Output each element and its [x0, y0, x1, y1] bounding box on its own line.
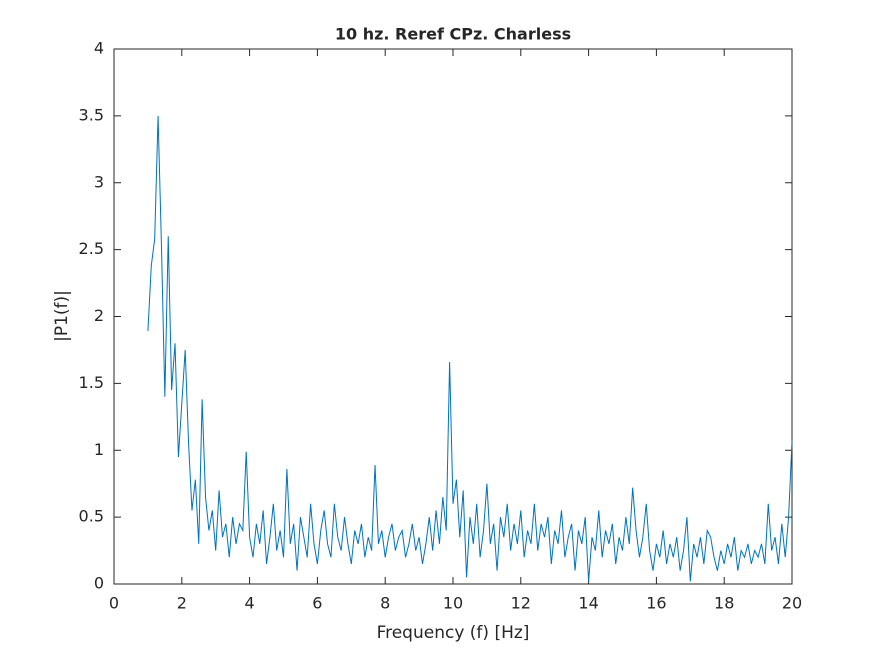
data-line [147, 115, 793, 582]
x-tick-label: 16 [646, 594, 666, 613]
x-tick-label: 12 [511, 594, 531, 613]
y-tick-label: 0.5 [79, 507, 104, 526]
y-tick-label: 1 [94, 440, 104, 459]
x-tick-label: 18 [714, 594, 734, 613]
y-tick-label: 1.5 [79, 373, 104, 392]
x-tick-label: 10 [443, 594, 463, 613]
y-tick-label: 3 [94, 172, 104, 191]
y-tick-label: 2.5 [79, 239, 104, 258]
x-tick-label: 2 [177, 594, 187, 613]
x-tick-label: 20 [782, 594, 802, 613]
chart-title: 10 hz. Reref CPz. Charless [335, 25, 571, 44]
x-axis-label: Frequency (f) [Hz] [377, 623, 530, 643]
y-tick-label: 3.5 [79, 105, 104, 124]
y-tick-label: 4 [94, 39, 104, 58]
x-tick-label: 0 [109, 594, 119, 613]
y-axis-label: |P1(f)| [52, 290, 72, 342]
x-tick-label: 14 [578, 594, 598, 613]
x-tick-label: 6 [312, 594, 322, 613]
x-tick-label: 4 [245, 594, 255, 613]
y-tick-label: 2 [94, 306, 104, 325]
y-tick-label: 0 [94, 574, 104, 593]
x-tick-label: 8 [380, 594, 390, 613]
